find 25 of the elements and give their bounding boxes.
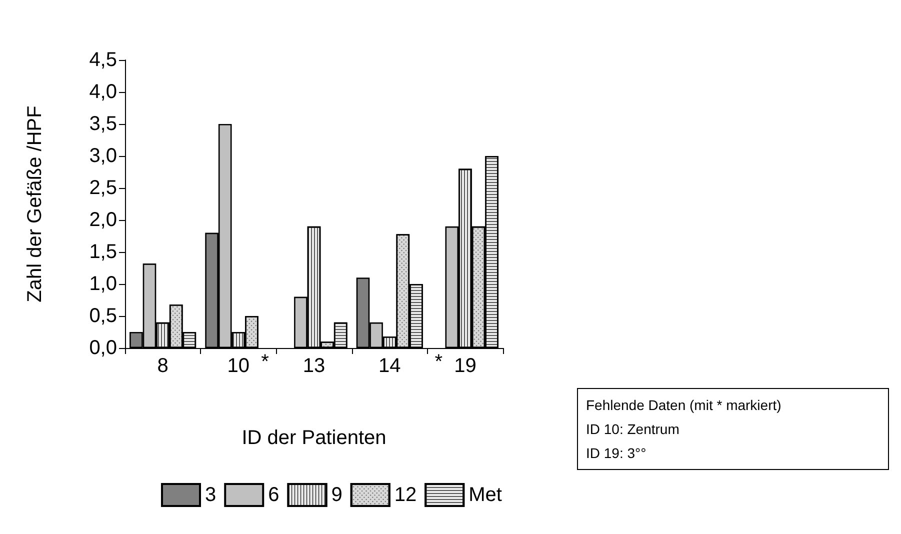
y-axis-title: Zahl der Gefäße /HPF xyxy=(24,106,46,302)
legend-label: 12 xyxy=(394,484,417,506)
legend-label: 9 xyxy=(331,484,342,506)
y-tick-label: 4,0 xyxy=(89,81,117,103)
annotation: * xyxy=(261,351,270,373)
y-tick-label: 2,0 xyxy=(89,209,117,231)
y-tick-label: 0,0 xyxy=(89,337,117,359)
legend-label: Met xyxy=(468,484,502,506)
note-box: Fehlende Daten (mit * markiert) ID 10: Zentrum ID 19: 3°° xyxy=(577,388,889,470)
x-tick-label: 13 xyxy=(302,355,326,377)
x-tick-label: 14 xyxy=(378,355,401,377)
legend-label: 3 xyxy=(205,484,216,506)
x-axis-title: ID der Patienten xyxy=(242,427,386,449)
y-tick-label: 1,5 xyxy=(89,241,117,263)
y-tick-label: 3,5 xyxy=(89,113,117,135)
y-tick-label: 3,0 xyxy=(89,145,117,167)
y-tick-label: 0,5 xyxy=(89,305,117,327)
x-tick-label: 8 xyxy=(157,355,168,377)
y-tick-label: 4,5 xyxy=(89,49,117,71)
y-tick-label: 2,5 xyxy=(89,177,117,199)
legend-label: 6 xyxy=(268,484,280,506)
annotation: * xyxy=(434,351,443,373)
x-tick-label: 19 xyxy=(454,355,476,377)
y-tick-label: 1,0 xyxy=(89,273,117,295)
x-tick-label: 10 xyxy=(227,355,250,377)
